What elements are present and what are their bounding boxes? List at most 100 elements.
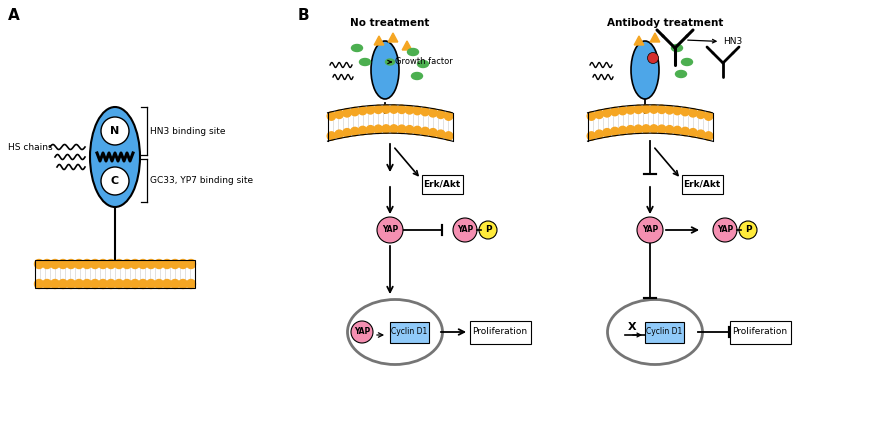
Circle shape xyxy=(155,279,164,289)
Circle shape xyxy=(91,279,99,289)
Circle shape xyxy=(34,260,43,268)
Circle shape xyxy=(146,260,156,268)
Circle shape xyxy=(106,279,115,289)
FancyBboxPatch shape xyxy=(681,175,722,194)
Circle shape xyxy=(739,221,757,239)
Circle shape xyxy=(611,107,619,116)
Text: Antibody treatment: Antibody treatment xyxy=(607,18,723,28)
FancyBboxPatch shape xyxy=(730,320,790,344)
Circle shape xyxy=(627,126,634,134)
Circle shape xyxy=(187,260,195,268)
Circle shape xyxy=(436,130,445,138)
Text: Proliferation: Proliferation xyxy=(473,327,528,336)
Ellipse shape xyxy=(676,70,686,78)
Circle shape xyxy=(374,125,383,133)
Circle shape xyxy=(697,110,705,119)
Circle shape xyxy=(350,127,359,136)
Ellipse shape xyxy=(681,59,693,65)
Circle shape xyxy=(114,279,123,289)
Circle shape xyxy=(453,218,477,242)
Text: Cyclin D1: Cyclin D1 xyxy=(391,327,427,336)
Circle shape xyxy=(689,108,697,117)
Circle shape xyxy=(138,279,148,289)
Circle shape xyxy=(634,125,642,133)
Circle shape xyxy=(114,260,123,268)
Circle shape xyxy=(689,129,697,137)
Circle shape xyxy=(436,110,445,119)
Circle shape xyxy=(444,112,453,120)
Circle shape xyxy=(649,105,658,113)
Circle shape xyxy=(627,106,634,114)
Text: YAP: YAP xyxy=(354,327,370,336)
Circle shape xyxy=(358,106,367,115)
Circle shape xyxy=(130,260,140,268)
Circle shape xyxy=(146,279,156,289)
Circle shape xyxy=(75,260,84,268)
Circle shape xyxy=(603,129,612,137)
Circle shape xyxy=(351,321,373,343)
Circle shape xyxy=(398,125,406,133)
Text: C: C xyxy=(111,176,119,186)
Circle shape xyxy=(122,279,131,289)
Text: YAP: YAP xyxy=(642,225,658,235)
Circle shape xyxy=(611,127,619,136)
Ellipse shape xyxy=(607,300,702,365)
Circle shape xyxy=(421,107,429,116)
Circle shape xyxy=(681,107,689,116)
Circle shape xyxy=(479,221,497,239)
FancyBboxPatch shape xyxy=(390,322,429,343)
Circle shape xyxy=(58,260,68,268)
Text: YAP: YAP xyxy=(457,225,473,235)
Text: Proliferation: Proliferation xyxy=(732,327,788,336)
Circle shape xyxy=(163,260,172,268)
Ellipse shape xyxy=(360,59,370,65)
Circle shape xyxy=(637,217,663,243)
Circle shape xyxy=(587,132,596,140)
Text: HN3: HN3 xyxy=(688,38,742,46)
Circle shape xyxy=(58,279,68,289)
Text: GC33, YP7 binding site: GC33, YP7 binding site xyxy=(150,176,253,185)
Circle shape xyxy=(155,260,164,268)
Circle shape xyxy=(99,260,107,268)
FancyBboxPatch shape xyxy=(644,322,684,343)
Circle shape xyxy=(106,260,115,268)
Circle shape xyxy=(50,279,60,289)
Circle shape xyxy=(665,126,674,134)
Circle shape xyxy=(101,117,129,145)
Circle shape xyxy=(75,279,84,289)
Text: YAP: YAP xyxy=(382,225,398,235)
Circle shape xyxy=(179,260,187,268)
Text: N: N xyxy=(110,126,120,136)
Text: Cyclin D1: Cyclin D1 xyxy=(646,327,682,336)
Polygon shape xyxy=(650,33,660,42)
Polygon shape xyxy=(634,36,644,45)
Bar xyxy=(35,267,195,281)
Circle shape xyxy=(413,126,422,135)
Ellipse shape xyxy=(351,44,363,51)
Ellipse shape xyxy=(348,300,443,365)
Circle shape xyxy=(374,105,383,114)
Circle shape xyxy=(138,260,148,268)
Ellipse shape xyxy=(417,60,429,68)
Circle shape xyxy=(42,279,52,289)
Circle shape xyxy=(50,260,60,268)
Circle shape xyxy=(390,105,398,113)
Circle shape xyxy=(421,127,429,136)
Circle shape xyxy=(595,130,604,138)
Text: YAP: YAP xyxy=(717,225,733,235)
Text: Erk/Akt: Erk/Akt xyxy=(684,179,721,189)
Circle shape xyxy=(163,279,172,289)
Circle shape xyxy=(67,279,76,289)
Circle shape xyxy=(595,110,604,119)
Circle shape xyxy=(335,110,343,119)
Text: HN3 binding site: HN3 binding site xyxy=(150,127,225,135)
FancyBboxPatch shape xyxy=(470,320,531,344)
Circle shape xyxy=(603,108,612,117)
Circle shape xyxy=(619,126,627,135)
Circle shape xyxy=(673,126,681,135)
Ellipse shape xyxy=(671,44,683,51)
Circle shape xyxy=(83,260,92,268)
Text: Growth factor: Growth factor xyxy=(388,57,453,67)
Circle shape xyxy=(648,52,658,63)
Ellipse shape xyxy=(407,49,419,56)
